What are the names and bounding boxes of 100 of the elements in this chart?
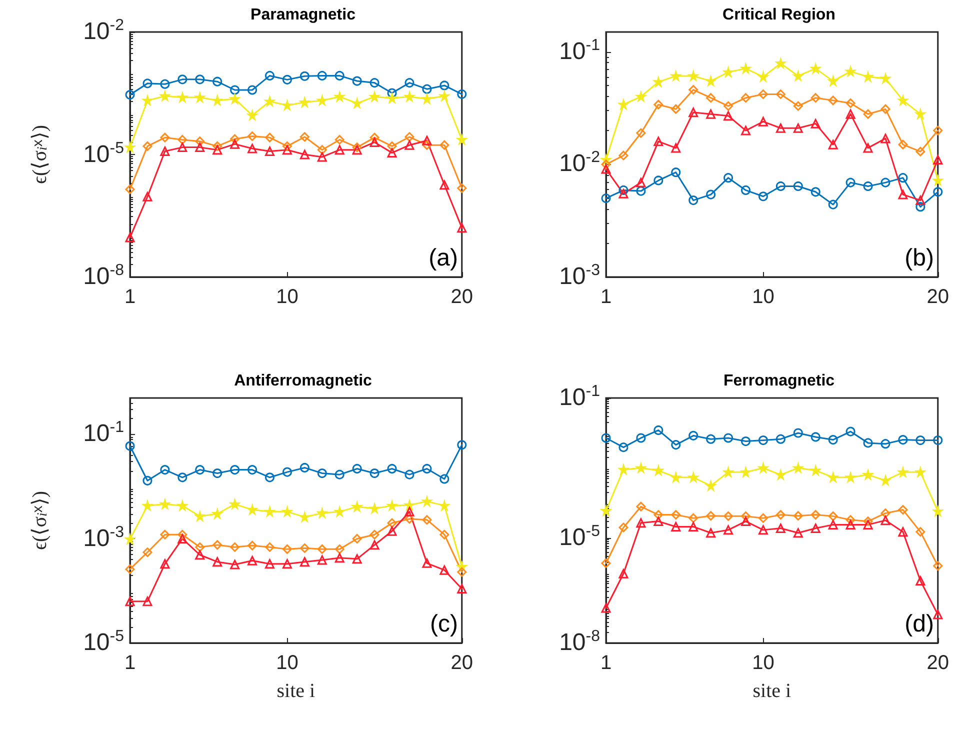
x-tick-label: 20 (450, 286, 473, 308)
point (671, 522, 681, 532)
point (916, 146, 926, 156)
point (230, 465, 240, 475)
point (863, 516, 873, 526)
point (334, 506, 344, 516)
point (863, 520, 873, 530)
x-axis-title: site i (276, 680, 316, 702)
point (160, 132, 170, 142)
y-tick-label: 10$^{-5}$ (83, 140, 124, 168)
point (352, 534, 362, 544)
point (618, 442, 628, 452)
point (440, 474, 450, 484)
point (724, 101, 734, 111)
point (264, 146, 274, 156)
point (370, 92, 380, 102)
point (758, 192, 768, 202)
point (142, 78, 152, 88)
point (160, 146, 170, 156)
point (776, 181, 786, 191)
point (618, 522, 628, 532)
point (387, 141, 397, 151)
point (724, 525, 734, 535)
point (195, 465, 205, 475)
point (282, 141, 292, 151)
point (125, 184, 135, 194)
point (846, 515, 856, 525)
point (300, 132, 310, 142)
point (828, 511, 838, 521)
point (248, 131, 258, 141)
point (160, 465, 170, 475)
point (863, 181, 873, 191)
point (387, 518, 397, 528)
point (334, 470, 344, 480)
point (601, 603, 611, 613)
point (916, 196, 926, 206)
point (828, 140, 838, 150)
point (758, 525, 768, 535)
point (212, 557, 222, 567)
point (916, 527, 926, 537)
point (282, 145, 292, 155)
point (601, 164, 611, 174)
point (282, 74, 292, 84)
y-tick-label: 10$^{-1}$ (83, 419, 124, 448)
point (230, 499, 240, 509)
point (916, 576, 926, 586)
point (125, 564, 135, 574)
point (248, 540, 258, 550)
point (422, 140, 432, 150)
y-tick-label: 10$^{-3}$ (559, 262, 600, 290)
point (618, 185, 628, 195)
point (370, 137, 380, 147)
point (810, 118, 820, 128)
point (636, 92, 646, 102)
point (317, 508, 327, 518)
point (370, 468, 380, 478)
point (863, 109, 873, 119)
point (457, 223, 467, 233)
point (404, 92, 414, 102)
annotation: (c) (430, 610, 458, 638)
point (282, 544, 292, 554)
point (688, 196, 698, 206)
x-tick-label: 1 (124, 652, 136, 674)
point (440, 180, 450, 190)
x-tick-label: 10 (276, 652, 298, 674)
point (654, 510, 664, 520)
point (758, 89, 768, 99)
point (758, 116, 768, 126)
point (212, 468, 222, 478)
point (387, 88, 397, 98)
point (810, 187, 820, 197)
point (264, 132, 274, 142)
point (793, 181, 803, 191)
point (142, 596, 152, 606)
x-tick-label: 1 (600, 652, 612, 674)
point (724, 173, 734, 183)
point (334, 553, 344, 563)
point (636, 186, 646, 196)
point (706, 109, 716, 119)
point (671, 104, 681, 114)
point (706, 528, 716, 538)
point (125, 534, 135, 544)
point (654, 516, 664, 526)
point (740, 93, 750, 103)
chart-title: Ferromagnetic (723, 372, 835, 390)
x-tick-label: 1 (600, 286, 612, 308)
point (898, 467, 908, 477)
point (671, 168, 681, 178)
point (178, 134, 188, 144)
point (724, 511, 734, 521)
point (776, 510, 786, 520)
point (334, 134, 344, 144)
point (440, 80, 450, 90)
point (776, 434, 786, 444)
point (846, 178, 856, 188)
point (724, 111, 734, 121)
point (457, 584, 467, 594)
point (264, 70, 274, 80)
point (880, 104, 890, 114)
point (601, 558, 611, 568)
